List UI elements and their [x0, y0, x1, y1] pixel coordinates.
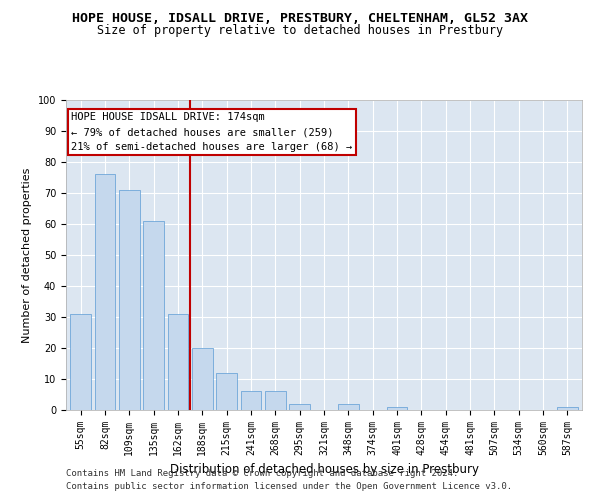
Text: Size of property relative to detached houses in Prestbury: Size of property relative to detached ho…: [97, 24, 503, 37]
Bar: [386, 407, 407, 410]
X-axis label: Distribution of detached houses by size in Prestbury: Distribution of detached houses by size …: [170, 464, 479, 476]
Bar: [265, 392, 286, 410]
Bar: [70, 314, 91, 410]
Bar: [289, 404, 310, 410]
Text: Contains public sector information licensed under the Open Government Licence v3: Contains public sector information licen…: [66, 482, 512, 491]
Text: HOPE HOUSE IDSALL DRIVE: 174sqm
← 79% of detached houses are smaller (259)
21% o: HOPE HOUSE IDSALL DRIVE: 174sqm ← 79% of…: [71, 112, 352, 152]
Bar: [95, 174, 115, 410]
Bar: [216, 373, 237, 410]
Text: Contains HM Land Registry data © Crown copyright and database right 2024.: Contains HM Land Registry data © Crown c…: [66, 468, 458, 477]
Bar: [119, 190, 140, 410]
Bar: [192, 348, 212, 410]
Text: HOPE HOUSE, IDSALL DRIVE, PRESTBURY, CHELTENHAM, GL52 3AX: HOPE HOUSE, IDSALL DRIVE, PRESTBURY, CHE…: [72, 12, 528, 26]
Bar: [338, 404, 359, 410]
Bar: [167, 314, 188, 410]
Bar: [241, 392, 262, 410]
Bar: [557, 407, 578, 410]
Y-axis label: Number of detached properties: Number of detached properties: [22, 168, 32, 342]
Bar: [143, 221, 164, 410]
